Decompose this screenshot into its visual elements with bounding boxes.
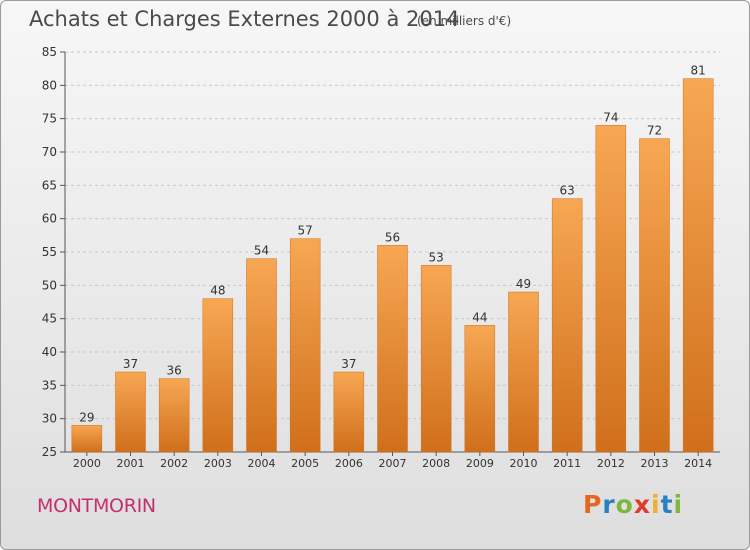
bar-2005 [289, 238, 321, 453]
y-tick-label: 70 [42, 145, 57, 159]
bar-2011 [551, 198, 583, 453]
y-tick-labels: 25 30 35 40 45 50 55 60 65 70 75 80 85 [42, 45, 57, 459]
bar-2008 [420, 265, 452, 453]
data-label-2014: 81 [691, 64, 706, 78]
y-tick-label: 85 [42, 45, 57, 59]
data-label-2011: 63 [560, 184, 575, 198]
bar-2007 [377, 245, 408, 453]
x-tick-label-2001: 2001 [117, 457, 145, 470]
data-label-2008: 53 [429, 250, 444, 264]
y-tick-label: 30 [42, 412, 57, 426]
y-tick-label: 80 [42, 78, 57, 92]
data-label-2006: 37 [341, 357, 356, 371]
x-tick-label-2000: 2000 [73, 457, 101, 470]
data-label-2002: 36 [167, 364, 182, 378]
bar-2002 [158, 378, 190, 453]
x-tick-label-2014: 2014 [684, 457, 712, 470]
bar-2000 [71, 425, 103, 453]
y-tick-label: 50 [42, 278, 57, 292]
x-tick-label-2011: 2011 [553, 457, 581, 470]
x-tick-label-2003: 2003 [204, 457, 232, 470]
x-tick-label-2010: 2010 [510, 457, 538, 470]
y-tick-label: 25 [42, 445, 57, 459]
x-tick-label-2004: 2004 [248, 457, 276, 470]
x-tick-label-2012: 2012 [597, 457, 625, 470]
x-tick-label-2006: 2006 [335, 457, 363, 470]
town-name: MONTMORIN [37, 495, 156, 517]
x-tick-label-2007: 2007 [379, 457, 407, 470]
data-label-2001: 37 [123, 357, 138, 371]
data-label-2007: 56 [385, 230, 400, 244]
data-label-2004: 54 [254, 244, 269, 258]
x-tick-label-2009: 2009 [466, 457, 494, 470]
bar-2006 [333, 371, 365, 453]
y-tick-label: 75 [42, 112, 57, 126]
bar-2013 [639, 138, 670, 453]
bar-2009 [464, 325, 496, 453]
bar-2012 [595, 125, 627, 453]
data-label-2003: 48 [210, 284, 225, 298]
data-label-2000: 29 [79, 410, 94, 424]
x-tick-labels: 2000 2001 2002 2003 2004 2005 2006 2007 2008 2009… [73, 457, 712, 470]
bar-2010 [508, 291, 539, 453]
x-tick-label-2005: 2005 [291, 457, 319, 470]
y-tick-label: 65 [42, 178, 57, 192]
x-tick-label-2002: 2002 [160, 457, 188, 470]
x-tick-label-2013: 2013 [641, 457, 669, 470]
chart-title: Achats et Charges Externes 2000 à 2014 [29, 7, 460, 31]
bar-2001 [115, 371, 146, 453]
bar-2003 [202, 298, 234, 453]
x-tick-label-2008: 2008 [422, 457, 450, 470]
proxiti-logo: Proxiti [583, 490, 684, 519]
y-tick-label: 60 [42, 212, 57, 226]
bar-2004 [246, 258, 277, 453]
bar-2014 [682, 78, 714, 453]
data-labels: 29 37 36 48 54 57 37 56 53 44 49 63 74 72 81 [79, 64, 706, 425]
data-label-2005: 57 [298, 224, 313, 238]
bars [71, 78, 714, 453]
y-tick-label: 35 [42, 378, 57, 392]
chart-subtitle: (en milliers d'€) [417, 14, 512, 28]
data-label-2013: 72 [647, 124, 662, 138]
data-label-2012: 74 [603, 110, 618, 124]
data-label-2010: 49 [516, 277, 531, 291]
y-tick-label: 40 [42, 345, 57, 359]
data-label-2009: 44 [472, 310, 487, 324]
y-tick-label: 45 [42, 312, 57, 326]
y-tick-label: 55 [42, 245, 57, 259]
